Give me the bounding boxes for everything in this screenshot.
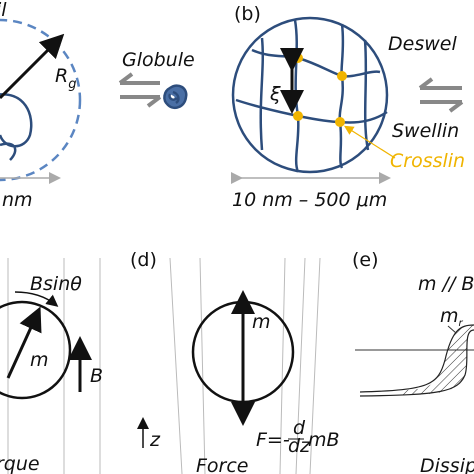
field-lines bbox=[169, 257, 321, 474]
remanence-pointer bbox=[447, 325, 457, 334]
panel-a: il Rg Globule nm bbox=[0, 0, 195, 211]
crosslink-pointer bbox=[343, 125, 396, 159]
scale-label: nm bbox=[2, 189, 33, 211]
swelling-label: Swellin bbox=[392, 120, 459, 142]
remanence-label: mr bbox=[440, 305, 464, 329]
panel-title: il bbox=[0, 0, 7, 21]
caption: Force bbox=[196, 455, 249, 474]
globule bbox=[163, 84, 188, 109]
panel-b: (b) ξ Deswel Swellin Crosslin 10 nm – 50… bbox=[231, 3, 465, 211]
fraction-numerator: d bbox=[293, 417, 306, 439]
force-suffix: mB bbox=[308, 429, 340, 451]
panel-c: Bsinθ m B rque bbox=[0, 258, 103, 474]
mesh-label: ξ bbox=[269, 83, 281, 105]
dissipation-area bbox=[400, 325, 474, 395]
condition-label: m // B bbox=[418, 273, 474, 295]
panel-e: (e) m // B mr Dissip bbox=[352, 249, 474, 474]
caption: Dissip bbox=[420, 455, 474, 474]
moment-arrow bbox=[6, 306, 42, 379]
crosslinks bbox=[293, 53, 347, 127]
torque-arrow bbox=[14, 291, 59, 307]
fraction-denominator: dz bbox=[288, 435, 311, 457]
force-label: F=- bbox=[256, 429, 290, 451]
hysteresis-loop bbox=[359, 324, 474, 397]
radius-subscript: g bbox=[68, 77, 76, 92]
panel-label: (d) bbox=[130, 249, 157, 271]
scale-label: 10 nm – 500 μm bbox=[232, 189, 387, 211]
remanence-symbol: m bbox=[440, 305, 459, 327]
force-prefix: F=- bbox=[256, 429, 290, 451]
field-lines bbox=[7, 258, 101, 474]
crosslink-label: Crosslin bbox=[390, 150, 465, 172]
caption: rque bbox=[0, 453, 40, 474]
torque-label: Bsinθ bbox=[30, 273, 82, 295]
z-label: z bbox=[149, 429, 161, 451]
dashed-boundary bbox=[0, 18, 82, 182]
panel-label: (b) bbox=[234, 3, 261, 25]
globule-label: Globule bbox=[122, 49, 195, 71]
radius-symbol: R bbox=[55, 65, 68, 87]
deswelling-label: Deswel bbox=[388, 33, 457, 55]
radius-arrow bbox=[0, 33, 65, 100]
panel-label: (e) bbox=[352, 249, 379, 271]
moment-label: m bbox=[30, 349, 49, 371]
field-label: B bbox=[90, 365, 103, 387]
equilibrium-arrows bbox=[118, 72, 162, 108]
panel-d: (d) m F=- d dz mB z Force bbox=[130, 249, 340, 474]
moment-label: m bbox=[252, 311, 271, 333]
equilibrium-arrows bbox=[418, 77, 464, 113]
coil bbox=[0, 93, 33, 161]
remanence-subscript: r bbox=[459, 318, 464, 329]
radius-label: Rg bbox=[55, 65, 76, 92]
